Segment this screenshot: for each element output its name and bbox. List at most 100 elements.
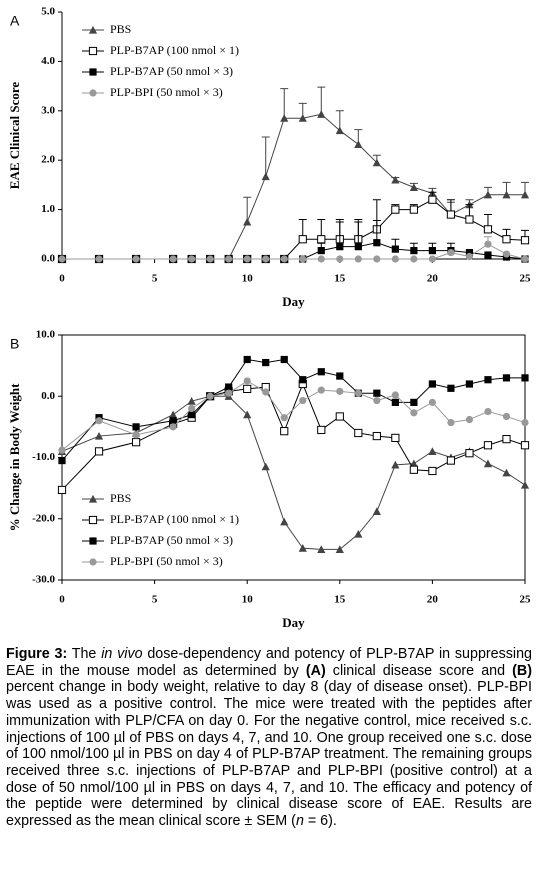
legend-label: PLP-B7AP (100 nmol × 1) <box>110 512 239 526</box>
legend-label: PLP-B7AP (50 nmol × 3) <box>110 64 233 78</box>
x-axis-label: Day <box>282 615 305 630</box>
marker <box>410 398 418 406</box>
marker <box>502 374 511 382</box>
marker <box>188 411 196 419</box>
marker <box>299 255 307 263</box>
series-line <box>61 382 526 491</box>
marker <box>169 410 178 419</box>
marker <box>354 140 363 148</box>
marker <box>89 537 97 545</box>
marker <box>299 376 307 384</box>
y-tick-label: -20.0 <box>32 512 55 524</box>
marker <box>280 427 289 436</box>
series-line <box>61 358 525 461</box>
marker <box>521 374 529 382</box>
marker <box>391 245 399 253</box>
marker <box>262 388 270 396</box>
caption-text: = 6). <box>303 813 337 830</box>
marker <box>94 431 104 440</box>
marker <box>317 545 326 553</box>
marker <box>58 456 66 465</box>
x-tick-label: 10 <box>242 273 254 285</box>
marker <box>280 255 288 263</box>
marker <box>373 255 381 263</box>
marker <box>262 358 270 367</box>
marker <box>188 255 196 263</box>
marker <box>465 252 474 261</box>
marker <box>409 465 418 474</box>
caption: Figure 3: The in vivo dose-dependency an… <box>6 646 532 830</box>
y-tick-label: 4.0 <box>41 55 55 67</box>
marker <box>391 175 400 184</box>
marker <box>521 255 529 263</box>
x-tick-label: 0 <box>59 273 65 285</box>
marker <box>521 418 529 427</box>
x-tick-label: 5 <box>152 594 158 606</box>
marker <box>502 435 511 444</box>
marker <box>372 158 381 167</box>
marker <box>391 255 399 263</box>
marker <box>243 255 251 263</box>
marker <box>391 433 400 442</box>
marker <box>88 494 98 503</box>
x-tick-label: 0 <box>59 594 65 606</box>
marker <box>484 240 492 248</box>
marker <box>465 248 474 257</box>
marker <box>465 215 474 224</box>
marker <box>502 250 511 258</box>
marker <box>317 247 325 255</box>
marker <box>391 205 400 214</box>
series-line <box>62 242 526 260</box>
marker <box>317 110 326 118</box>
error-bar <box>372 219 381 243</box>
error-bar <box>354 221 363 247</box>
panel-label: A <box>10 13 20 29</box>
marker <box>169 423 177 431</box>
marker <box>317 368 325 376</box>
marker <box>89 89 97 97</box>
marker <box>520 441 530 450</box>
marker <box>262 255 270 263</box>
x-axis-label: Day <box>282 294 305 309</box>
marker <box>428 447 437 455</box>
marker <box>354 243 362 251</box>
marker <box>243 410 252 419</box>
marker <box>317 235 326 244</box>
marker <box>354 255 362 263</box>
marker <box>261 462 270 471</box>
marker <box>409 183 418 191</box>
marker <box>428 398 436 406</box>
marker <box>372 507 381 515</box>
marker <box>243 217 252 226</box>
marker <box>280 355 288 364</box>
marker <box>409 205 418 214</box>
x-tick-label: 15 <box>334 594 346 606</box>
marker <box>298 114 307 122</box>
marker <box>410 409 418 417</box>
marker <box>335 545 344 553</box>
caption-text: dose-dependency and potency of PLP-B7AP … <box>6 646 532 679</box>
y-tick-label: -30.0 <box>32 574 55 586</box>
marker <box>225 255 233 263</box>
marker <box>354 529 363 538</box>
marker <box>317 386 325 394</box>
marker <box>169 417 177 425</box>
marker <box>484 407 492 416</box>
marker <box>520 190 530 199</box>
caption-text: clinical disease score and <box>325 662 513 679</box>
marker <box>428 195 437 204</box>
marker <box>57 485 67 495</box>
marker <box>58 446 66 454</box>
marker <box>446 210 456 219</box>
marker <box>280 114 289 122</box>
x-tick-label: 25 <box>520 594 532 606</box>
y-tick-label: 2.0 <box>41 154 55 166</box>
marker <box>132 423 140 431</box>
marker <box>335 412 344 421</box>
marker <box>502 235 511 244</box>
marker <box>95 255 103 263</box>
marker <box>447 418 455 427</box>
legend-label: PLP-BPI (50 nmol × 3) <box>110 554 223 568</box>
series-line <box>62 199 526 260</box>
marker <box>188 404 196 413</box>
